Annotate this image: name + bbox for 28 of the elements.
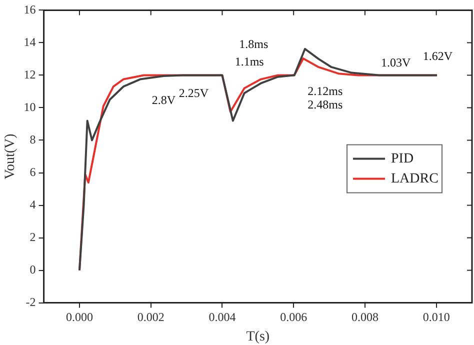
annotation: 2.25V bbox=[178, 86, 209, 100]
annotation: 2.48ms bbox=[308, 98, 343, 112]
y-tick-label: 4 bbox=[30, 197, 36, 212]
y-tick-label: 14 bbox=[24, 34, 36, 49]
y-axis-title: Vout(V) bbox=[3, 133, 18, 180]
y-tick-label: 8 bbox=[30, 132, 36, 146]
legend-label: PID bbox=[391, 151, 414, 166]
annotation: 1.1ms bbox=[234, 54, 264, 69]
y-tick-label: -2 bbox=[26, 294, 36, 309]
annotation: 1.62V bbox=[422, 49, 453, 64]
x-tick-label: 0.002 bbox=[137, 310, 164, 324]
y-tick-label: 6 bbox=[30, 164, 36, 179]
y-tick-label: 0 bbox=[30, 262, 36, 276]
x-tick-label: 0.006 bbox=[280, 310, 308, 324]
annotation: 2.12ms bbox=[308, 84, 343, 98]
y-tick-label: 10 bbox=[24, 100, 36, 114]
x-tick-label: 0.008 bbox=[351, 310, 378, 324]
y-tick-label: 16 bbox=[24, 2, 36, 16]
y-tick-label: 2 bbox=[30, 230, 36, 244]
x-axis-title: T(s) bbox=[246, 329, 270, 344]
x-tick-label: 0.004 bbox=[208, 310, 236, 324]
y-tick-label: 12 bbox=[24, 67, 36, 82]
annotation: 1.8ms bbox=[239, 37, 268, 52]
x-tick-label: 0.010 bbox=[422, 310, 450, 324]
x-tick-label: 0.000 bbox=[66, 310, 93, 324]
legend-label: LADRC bbox=[391, 171, 438, 186]
annotation: 2.8V bbox=[152, 93, 176, 108]
annotation: 1.03V bbox=[380, 56, 411, 70]
